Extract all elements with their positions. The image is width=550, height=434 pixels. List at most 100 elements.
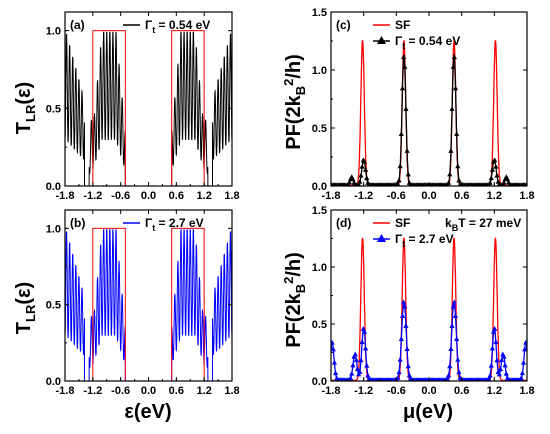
series-marker: [486, 376, 492, 381]
series-marker: [362, 345, 369, 351]
series-line-0: [65, 31, 232, 186]
series-marker: [449, 106, 455, 111]
x-tick-label: -0.6: [387, 190, 406, 202]
series-marker: [357, 369, 363, 375]
series-marker: [399, 85, 406, 91]
series-marker: [331, 339, 335, 345]
series-marker: [350, 176, 356, 182]
series-marker: [403, 106, 409, 111]
legend-label: Γt = 0.54 eV: [395, 34, 460, 51]
series-marker: [404, 346, 410, 351]
x-tick-label: -1.2: [83, 385, 102, 397]
y-tick-label: 0.0: [46, 181, 61, 193]
ylabel-d: PF(2kB2/h): [281, 252, 308, 348]
x-tick-label: 1.2: [197, 385, 212, 397]
x-tick-label: 0.6: [169, 190, 184, 202]
series-marker: [450, 64, 456, 69]
series-marker: [365, 372, 371, 378]
series-marker: [359, 163, 365, 169]
series-marker: [357, 178, 363, 184]
series-marker: [493, 339, 499, 345]
plot-area: [65, 31, 232, 186]
x-tick-label: 1.2: [487, 385, 502, 397]
series-marker: [518, 375, 524, 381]
series-marker: [333, 370, 339, 376]
series-marker: [519, 370, 525, 376]
series-marker: [492, 326, 498, 331]
y-tick-label: 0.0: [312, 181, 327, 193]
series-marker: [405, 171, 411, 177]
series-marker: [354, 366, 361, 372]
series-marker: [397, 356, 403, 362]
x-tick-label: -0.6: [111, 190, 130, 202]
series-marker: [455, 163, 461, 169]
legend-label: Γt = 0.54 eV: [145, 18, 210, 35]
series-marker: [362, 166, 369, 172]
series-marker: [494, 172, 500, 178]
series-marker: [402, 303, 408, 309]
series-marker: [499, 357, 505, 363]
y-tick-label: 1.0: [312, 262, 327, 274]
series-marker: [452, 313, 459, 319]
series-marker: [455, 356, 461, 362]
series-marker: [522, 346, 527, 352]
series-marker: [451, 299, 457, 305]
series-marker: [487, 180, 493, 185]
x-tick-label: -1.8: [56, 190, 75, 202]
series-marker: [523, 339, 527, 345]
series-marker: [496, 371, 502, 377]
series-marker: [361, 329, 368, 334]
series-marker: [353, 357, 359, 363]
series-marker: [524, 345, 527, 351]
series-marker: [356, 181, 362, 186]
x-tick-label: -1.2: [83, 190, 102, 202]
x-tick-label: 0.6: [454, 385, 469, 397]
series-marker: [502, 362, 508, 368]
series-marker: [444, 376, 451, 381]
y-tick-label: 0.5: [312, 319, 327, 331]
ylabel-a: TLR(ε): [13, 82, 38, 134]
series-marker: [359, 339, 365, 345]
series-marker: [494, 357, 500, 363]
series-marker: [364, 175, 370, 181]
x-tick-label: -1.2: [354, 190, 373, 202]
legend-label: Γt = 2.7 eV: [145, 216, 204, 233]
y-tick-label: 0.5: [46, 300, 61, 312]
series-marker: [446, 372, 452, 378]
series-marker: [456, 177, 462, 183]
series-marker: [351, 353, 357, 359]
y-tick-label: 1.0: [312, 65, 327, 77]
annotation: kBT = 27 meV: [445, 216, 521, 233]
panel-b: -1.8 -1.2 -0.6 0.0 0.6 1.2 1.8 0.0 0.5 1.0 (b) Γt =…: [46, 209, 240, 397]
series-marker: [520, 359, 527, 365]
series-marker: [364, 362, 370, 368]
y-tick-label: 0.5: [312, 123, 327, 135]
x-tick-label: 0.6: [454, 190, 469, 202]
x-tick-label: -1.8: [56, 385, 75, 397]
series-marker: [358, 357, 364, 363]
series-marker: [448, 148, 454, 153]
series-marker: [456, 369, 462, 375]
y-tick-label: 0.0: [46, 376, 61, 388]
series-marker: [396, 369, 402, 375]
panel-label: (b): [70, 216, 85, 230]
x-tick-label: -1.8: [322, 385, 341, 397]
x-tick-label: 1.2: [487, 190, 502, 202]
y-tick-label: 0.0: [312, 376, 327, 388]
plot-area: [331, 237, 527, 381]
series-marker: [446, 180, 452, 185]
series-marker: [346, 179, 353, 185]
series-marker: [358, 172, 364, 178]
series-marker: [352, 351, 358, 357]
series-marker: [503, 370, 509, 376]
legend-marker: [377, 234, 386, 242]
series-marker: [397, 163, 403, 169]
x-tick-label: 1.8: [224, 190, 239, 202]
legend-marker: [377, 36, 386, 44]
x-tick-label: 0.0: [141, 190, 156, 202]
series-marker: [488, 175, 494, 181]
y-tick-label: 0.5: [46, 103, 61, 115]
series-marker: [501, 179, 507, 185]
panel-label: (a): [70, 18, 85, 32]
y-tick-label: 1.5: [312, 205, 327, 217]
